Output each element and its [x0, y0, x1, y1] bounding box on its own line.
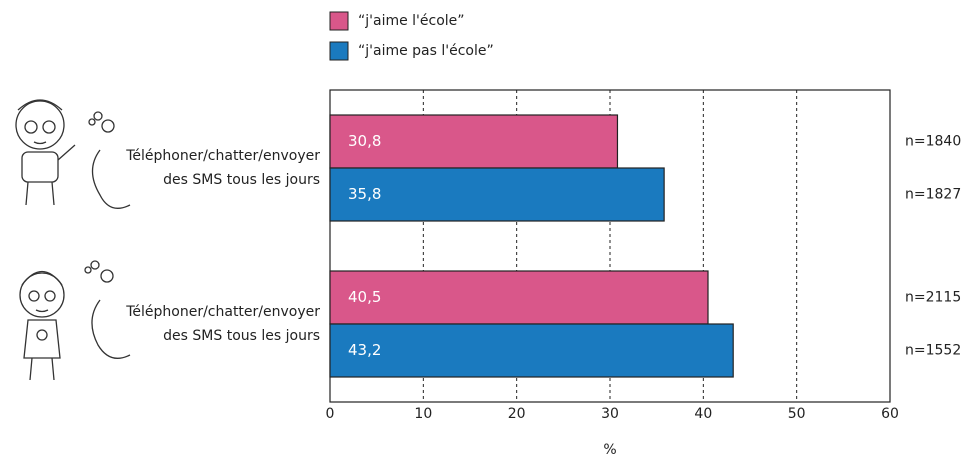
- bar: [329, 270, 709, 325]
- legend-swatch: [329, 41, 349, 61]
- category-label: Téléphoner/chatter/envoyer: [125, 304, 320, 320]
- illustration-boy: [15, 99, 131, 209]
- x-tick-label: 50: [788, 406, 806, 422]
- category-label: des SMS tous les jours: [163, 172, 320, 188]
- x-tick-label: 60: [881, 406, 899, 422]
- value-label: 30,8: [348, 132, 381, 150]
- x-axis-label: %: [603, 442, 616, 457]
- legend-swatch: [329, 11, 349, 31]
- category-label: Téléphoner/chatter/envoyer: [125, 148, 320, 164]
- bar: [329, 167, 665, 222]
- bar: [329, 114, 619, 169]
- x-tick-label: 40: [694, 406, 712, 422]
- legend-label: “j'aime l'école”: [358, 13, 465, 29]
- bar: [329, 323, 734, 378]
- x-tick-label: 0: [326, 406, 335, 422]
- n-label: n=2115: [905, 290, 961, 306]
- x-tick-label: 20: [508, 406, 526, 422]
- n-label: n=1552: [905, 343, 961, 359]
- n-label: n=1840: [905, 134, 961, 150]
- illustration-girl: [19, 260, 131, 381]
- value-label: 40,5: [348, 288, 381, 306]
- category-label: des SMS tous les jours: [163, 328, 320, 344]
- n-label: n=1827: [905, 187, 961, 203]
- value-label: 35,8: [348, 185, 381, 203]
- x-tick-label: 10: [414, 406, 432, 422]
- x-tick-label: 30: [601, 406, 619, 422]
- plot-frame: [329, 89, 891, 403]
- legend-label: “j'aime pas l'école”: [358, 43, 494, 59]
- value-label: 43,2: [348, 341, 381, 359]
